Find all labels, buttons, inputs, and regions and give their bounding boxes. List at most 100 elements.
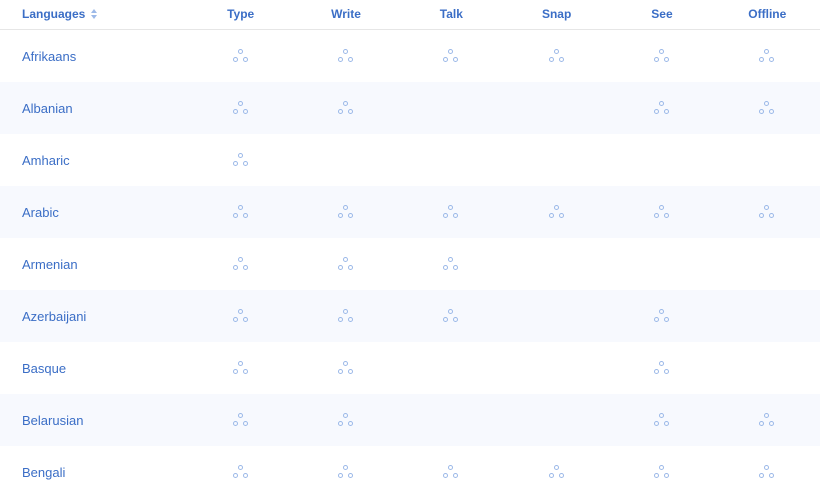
feature-supported-icon <box>654 101 670 115</box>
feature-supported-icon <box>549 49 565 63</box>
column-header-write[interactable]: Write <box>293 7 398 21</box>
feature-cell <box>609 361 714 375</box>
language-name[interactable]: Bengali <box>0 465 188 480</box>
column-header-type-label: Type <box>227 7 254 21</box>
table-row: Belarusian <box>0 394 820 446</box>
language-name[interactable]: Amharic <box>0 153 188 168</box>
feature-cell <box>188 257 293 271</box>
feature-supported-icon <box>654 465 670 479</box>
feature-supported-icon <box>443 309 459 323</box>
feature-cell <box>188 49 293 63</box>
sort-asc-icon <box>91 9 97 13</box>
feature-supported-icon <box>443 205 459 219</box>
feature-cell <box>293 465 398 479</box>
feature-cell <box>399 465 504 479</box>
column-header-snap[interactable]: Snap <box>504 7 609 21</box>
feature-cell <box>188 361 293 375</box>
feature-supported-icon <box>233 309 249 323</box>
feature-supported-icon <box>549 205 565 219</box>
feature-supported-icon <box>654 205 670 219</box>
feature-supported-icon <box>759 49 775 63</box>
column-header-see-label: See <box>651 7 672 21</box>
feature-supported-icon <box>338 205 354 219</box>
feature-supported-icon <box>233 361 249 375</box>
feature-supported-icon <box>233 413 249 427</box>
feature-cell <box>504 465 609 479</box>
feature-supported-icon <box>443 465 459 479</box>
feature-supported-icon <box>759 413 775 427</box>
feature-cell <box>609 205 714 219</box>
language-name[interactable]: Arabic <box>0 205 188 220</box>
feature-supported-icon <box>759 101 775 115</box>
feature-cell <box>293 413 398 427</box>
feature-cell <box>293 205 398 219</box>
feature-supported-icon <box>443 257 459 271</box>
language-name[interactable]: Belarusian <box>0 413 188 428</box>
feature-supported-icon <box>338 361 354 375</box>
feature-cell <box>399 49 504 63</box>
feature-cell <box>399 257 504 271</box>
table-row: Afrikaans <box>0 30 820 82</box>
feature-supported-icon <box>338 257 354 271</box>
column-header-see[interactable]: See <box>609 7 714 21</box>
feature-cell <box>293 309 398 323</box>
feature-supported-icon <box>233 101 249 115</box>
feature-supported-icon <box>233 257 249 271</box>
table-row: Arabic <box>0 186 820 238</box>
feature-cell <box>715 465 820 479</box>
sort-desc-icon <box>91 15 97 19</box>
feature-supported-icon <box>338 413 354 427</box>
feature-supported-icon <box>233 49 249 63</box>
feature-supported-icon <box>443 49 459 63</box>
table-row: Albanian <box>0 82 820 134</box>
column-header-talk[interactable]: Talk <box>399 7 504 21</box>
feature-cell <box>399 205 504 219</box>
feature-supported-icon <box>338 465 354 479</box>
feature-supported-icon <box>338 309 354 323</box>
language-name[interactable]: Basque <box>0 361 188 376</box>
feature-cell <box>188 413 293 427</box>
table-row: Bengali <box>0 446 820 498</box>
column-header-offline[interactable]: Offline <box>715 7 820 21</box>
table-row: Basque <box>0 342 820 394</box>
feature-cell <box>504 205 609 219</box>
feature-cell <box>715 101 820 115</box>
feature-cell <box>293 101 398 115</box>
feature-cell <box>293 257 398 271</box>
table-body: Afrikaans Albanian Amharic Arabic Armenian Az… <box>0 30 820 498</box>
feature-cell <box>188 465 293 479</box>
language-name[interactable]: Azerbaijani <box>0 309 188 324</box>
feature-cell <box>504 49 609 63</box>
sort-icon[interactable] <box>91 8 97 20</box>
column-header-languages-label: Languages <box>22 7 85 21</box>
feature-supported-icon <box>233 205 249 219</box>
feature-supported-icon <box>338 49 354 63</box>
table-row: Amharic <box>0 134 820 186</box>
feature-cell <box>609 101 714 115</box>
language-name[interactable]: Albanian <box>0 101 188 116</box>
column-header-offline-label: Offline <box>748 7 786 21</box>
table-header-row: Languages Type Write Talk Snap See Offli… <box>0 0 820 30</box>
column-header-languages[interactable]: Languages <box>0 7 188 21</box>
feature-cell <box>715 49 820 63</box>
feature-supported-icon <box>654 361 670 375</box>
feature-cell <box>293 49 398 63</box>
language-name[interactable]: Afrikaans <box>0 49 188 64</box>
column-header-talk-label: Talk <box>440 7 463 21</box>
feature-supported-icon <box>233 465 249 479</box>
table-row: Armenian <box>0 238 820 290</box>
feature-supported-icon <box>654 413 670 427</box>
feature-supported-icon <box>759 205 775 219</box>
feature-cell <box>188 309 293 323</box>
feature-cell <box>399 309 504 323</box>
feature-cell <box>609 465 714 479</box>
feature-supported-icon <box>233 153 249 167</box>
feature-cell <box>293 361 398 375</box>
languages-table: Languages Type Write Talk Snap See Offli… <box>0 0 820 498</box>
language-name[interactable]: Armenian <box>0 257 188 272</box>
feature-cell <box>609 309 714 323</box>
feature-supported-icon <box>759 465 775 479</box>
column-header-write-label: Write <box>331 7 361 21</box>
feature-cell <box>715 413 820 427</box>
column-header-type[interactable]: Type <box>188 7 293 21</box>
